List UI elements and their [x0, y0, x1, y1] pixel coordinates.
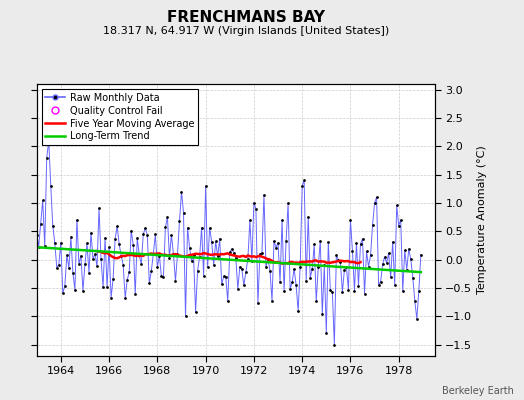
- Text: FRENCHMANS BAY: FRENCHMANS BAY: [167, 10, 325, 25]
- Legend: Raw Monthly Data, Quality Control Fail, Five Year Moving Average, Long-Term Tren: Raw Monthly Data, Quality Control Fail, …: [41, 89, 198, 145]
- Y-axis label: Temperature Anomaly (°C): Temperature Anomaly (°C): [476, 146, 486, 294]
- Text: Berkeley Earth: Berkeley Earth: [442, 386, 514, 396]
- Text: 18.317 N, 64.917 W (Virgin Islands [United States]): 18.317 N, 64.917 W (Virgin Islands [Unit…: [103, 26, 389, 36]
